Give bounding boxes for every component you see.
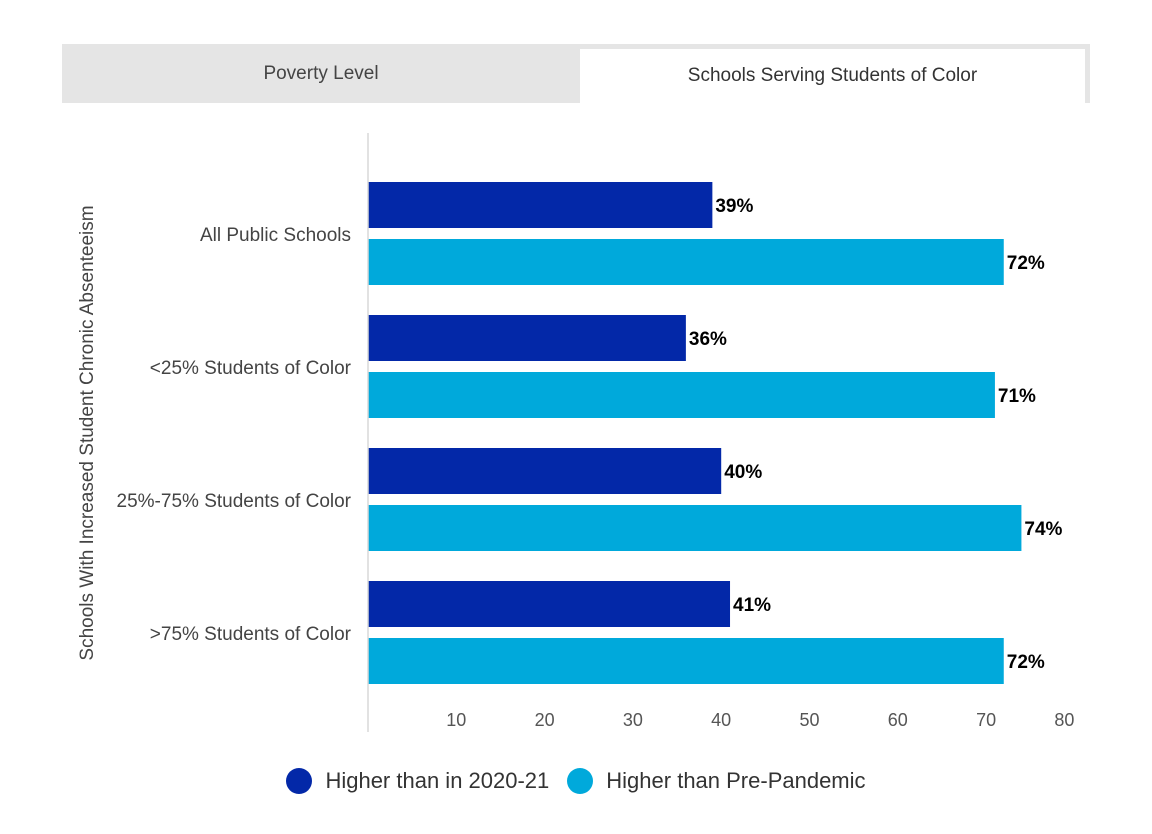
bar-higher-than-pre-pandemic-2[interactable] — [368, 505, 1022, 551]
x-tick-label: 40 — [711, 710, 731, 730]
data-label: 40% — [724, 462, 762, 483]
category-label: All Public Schools — [200, 225, 351, 246]
category-labels: All Public Schools <25% Students of Color… — [117, 225, 352, 645]
bar-higher-than-pre-pandemic-1[interactable] — [368, 372, 995, 418]
x-tick-label: 10 — [446, 710, 466, 730]
x-tick-label: 20 — [535, 710, 555, 730]
bar-higher-than-pre-pandemic-3[interactable] — [368, 638, 1004, 684]
data-label: 72% — [1007, 652, 1045, 673]
x-tick-label: 60 — [888, 710, 908, 730]
x-tick-label: 50 — [799, 710, 819, 730]
data-label: 36% — [689, 329, 727, 350]
bar-higher-than-pre-pandemic-0[interactable] — [368, 239, 1004, 285]
tab-bar: Poverty Level Schools Serving Students o… — [62, 44, 1090, 103]
bar-higher-than-2020-21-2[interactable] — [368, 448, 722, 494]
bar-higher-than-2020-21-3[interactable] — [368, 581, 731, 627]
legend-dot-icon — [286, 768, 313, 794]
bar-higher-than-2020-21-0[interactable] — [368, 182, 713, 228]
category-label: <25% Students of Color — [150, 358, 352, 379]
bar-higher-than-2020-21-1[interactable] — [368, 315, 686, 361]
tab-schools-serving-students-of-color[interactable]: Schools Serving Students of Color — [580, 49, 1085, 103]
data-label: 39% — [715, 196, 753, 217]
legend: Higher than in 2020-21 Higher than Pre-P… — [0, 768, 1152, 794]
data-label: 71% — [998, 386, 1036, 407]
category-label: 25%-75% Students of Color — [117, 491, 352, 512]
legend-dot-icon — [567, 768, 594, 794]
bars-group: 39% 72% 36% 71% 40% 74% 41% 72% — [368, 182, 1063, 684]
legend-item-pre-pandemic[interactable]: Higher than Pre-Pandemic — [567, 768, 866, 794]
x-tick-label: 30 — [623, 710, 643, 730]
legend-label: Higher than Pre-Pandemic — [606, 768, 866, 793]
data-label: 72% — [1007, 253, 1045, 274]
x-tick-label: 80 — [1054, 710, 1074, 730]
x-axis-ticks: 10 20 30 40 50 60 70 80 — [446, 710, 1074, 730]
data-label: 74% — [1024, 519, 1062, 540]
data-label: 41% — [733, 595, 771, 616]
y-axis-title: Schools With Increased Student Chronic A… — [77, 205, 98, 660]
legend-item-2020-21[interactable]: Higher than in 2020-21 — [286, 768, 549, 794]
category-label: >75% Students of Color — [150, 624, 352, 645]
legend-label: Higher than in 2020-21 — [325, 768, 550, 793]
tab-poverty-level[interactable]: Poverty Level — [263, 62, 379, 84]
x-tick-label: 70 — [976, 710, 996, 730]
